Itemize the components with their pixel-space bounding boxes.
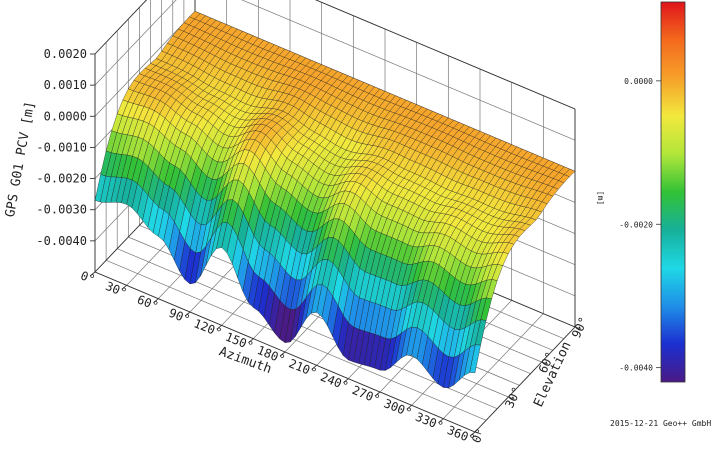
grid-line	[241, 0, 576, 141]
x-tick	[438, 418, 444, 424]
surface-patch	[469, 344, 481, 374]
box-edge	[314, 0, 576, 110]
x-tick-label: 0°	[78, 268, 97, 286]
colorbar-title: [m]	[596, 191, 605, 205]
z-tick-label: 0.0000	[44, 109, 87, 123]
x-tick	[311, 364, 317, 370]
x-tick-label: 330°	[413, 410, 445, 434]
axis-box	[94, 0, 576, 433]
colorbar: 0.0000 -0.0020 -0.0040	[619, 1, 686, 383]
x-tick	[469, 431, 476, 437]
y-tick-label: 30°	[502, 385, 524, 411]
y-tick	[574, 326, 582, 330]
x-tick	[216, 324, 222, 330]
colorbar-tick-label: -0.0040	[619, 364, 653, 373]
grid-line	[443, 313, 544, 419]
grid-line	[117, 248, 498, 409]
box-edge	[94, 0, 148, 55]
x-tick-label: 240°	[318, 370, 350, 394]
colorbar-tick-label: -0.0020	[619, 220, 653, 229]
y-tick-label: 0°	[469, 426, 488, 445]
grid-line	[105, 260, 487, 421]
x-tick	[343, 378, 349, 384]
z-axis-title: GPS G01 PCV [m]	[3, 100, 38, 218]
x-tick	[153, 298, 159, 304]
box-edge	[474, 326, 576, 433]
pcv-surface	[94, 11, 576, 389]
y-tick-label: 90°	[569, 315, 591, 341]
x-tick-label: 270°	[350, 383, 382, 407]
y-tick	[474, 431, 482, 435]
z-tick-label: -0.0030	[36, 203, 87, 217]
x-tick	[89, 271, 96, 277]
x-tick	[279, 351, 286, 357]
x-tick	[248, 338, 254, 344]
z-tick-label: -0.0040	[36, 234, 87, 248]
x-tick	[184, 311, 191, 317]
grid-line	[94, 0, 177, 86]
colorbar-gradient	[660, 1, 686, 383]
z-tick-label: 0.0020	[44, 47, 87, 61]
x-tick-label: 30°	[103, 279, 128, 300]
z-tick-label: -0.0010	[36, 140, 87, 154]
x-tick-label: 210°	[287, 356, 319, 380]
z-tick-label: -0.0020	[36, 172, 87, 186]
x-tick-label: 90°	[167, 306, 192, 327]
axis-ticks: 0.0020 0.0010 0.0000 -0.0010 -0.0020 -0.0030 -…	[36, 47, 590, 447]
colorbar-tick-label: 0.0000	[624, 77, 653, 86]
x-tick	[374, 391, 381, 397]
x-tick-label: 120°	[192, 316, 224, 340]
y-tick	[541, 361, 548, 365]
z-tick-label: 0.0010	[44, 78, 87, 92]
x-tick-label: 300°	[382, 396, 414, 420]
x-tick	[406, 404, 412, 410]
x-tick-label: 60°	[135, 292, 160, 313]
x-tick	[121, 284, 127, 290]
y-tick	[508, 396, 515, 400]
credit-text: 2015-12-21 Geo++ GmbH	[610, 419, 711, 428]
